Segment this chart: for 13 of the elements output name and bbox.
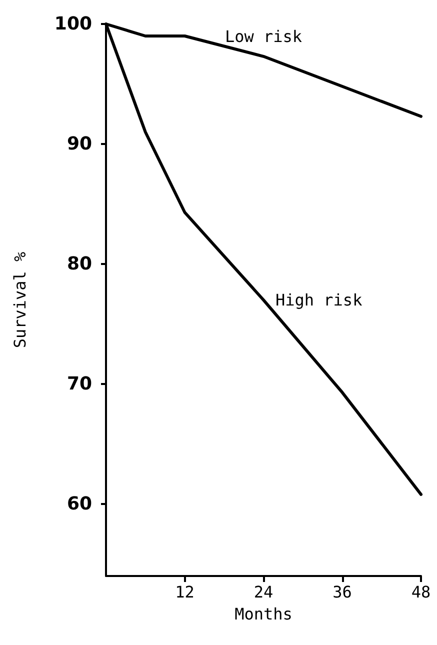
y-tick-label: 80 — [66, 254, 92, 274]
y-tick-label: 70 — [66, 374, 92, 394]
x-tick-label: 24 — [254, 582, 274, 602]
y-tick-label: 60 — [66, 494, 92, 514]
x-tick-label: 12 — [175, 582, 194, 602]
y-axis-title: Survival % — [10, 251, 30, 348]
x-tick-label: 36 — [332, 582, 352, 602]
series-label: High risk — [276, 290, 363, 310]
y-tick-label: 90 — [66, 134, 92, 154]
x-tick-label: 48 — [411, 582, 431, 602]
y-tick-label: 100 — [54, 14, 92, 34]
series-label: Low risk — [224, 26, 302, 46]
x-axis-title: Months — [234, 604, 292, 624]
